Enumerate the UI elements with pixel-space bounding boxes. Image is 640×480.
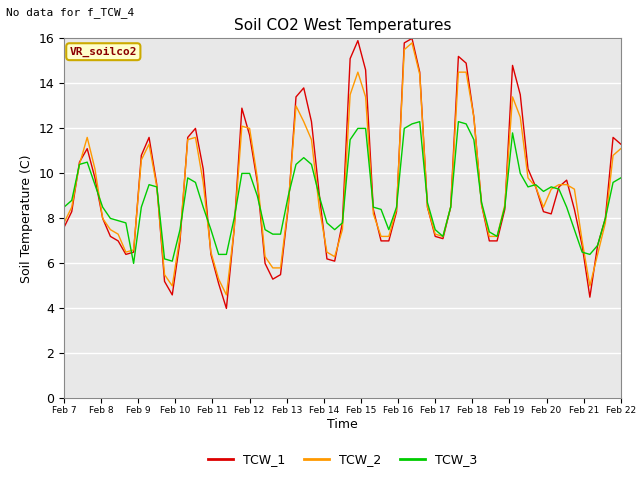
Y-axis label: Soil Temperature (C): Soil Temperature (C) — [20, 154, 33, 283]
X-axis label: Time: Time — [327, 418, 358, 431]
Text: VR_soilco2: VR_soilco2 — [70, 47, 137, 57]
Title: Soil CO2 West Temperatures: Soil CO2 West Temperatures — [234, 18, 451, 33]
Text: No data for f_TCW_4: No data for f_TCW_4 — [6, 7, 134, 18]
Legend: TCW_1, TCW_2, TCW_3: TCW_1, TCW_2, TCW_3 — [203, 448, 482, 471]
